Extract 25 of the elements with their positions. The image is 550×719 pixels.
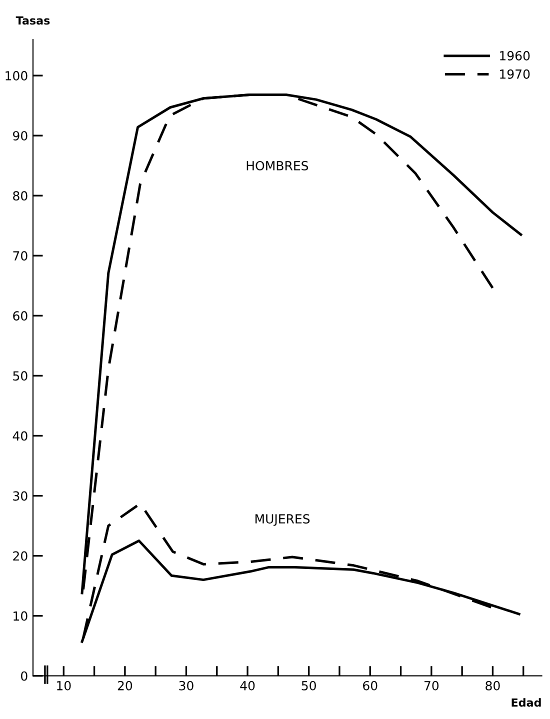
x-tick-label: 50 [302, 680, 316, 690]
x-tick-label: 80 [486, 680, 500, 690]
y-tick-label: 10 [14, 611, 28, 621]
x-axis-title: Edad [512, 698, 541, 707]
y-tick-label: 100 [6, 71, 28, 80]
y-tick-label: 90 [13, 131, 28, 141]
y-tick-label: 60 [13, 311, 28, 321]
x-tick-label: 60 [363, 680, 378, 690]
x-tick-label: 70 [424, 680, 439, 690]
legend-label: 1970 [500, 69, 530, 79]
annotation: HOMBRES [246, 160, 308, 170]
y-tick-label: 0 [21, 671, 28, 681]
x-tick-label: 10 [57, 680, 71, 690]
y-tick-label: 70 [13, 251, 28, 261]
x-tick-label: 30 [179, 680, 194, 690]
y-tick-label: 30 [13, 491, 28, 501]
x-tick-label: 40 [240, 680, 255, 690]
y-tick-label: 20 [13, 551, 28, 561]
y-tick-label: 80 [13, 191, 28, 201]
x-tick-label: 20 [118, 680, 132, 690]
y-tick-label: 50 [13, 371, 28, 381]
legend-label: 1960 [500, 51, 530, 60]
y-tick-label: 40 [12, 431, 28, 441]
y-axis-title: Tasas [16, 16, 50, 25]
annotation: MUJERES [255, 514, 310, 526]
